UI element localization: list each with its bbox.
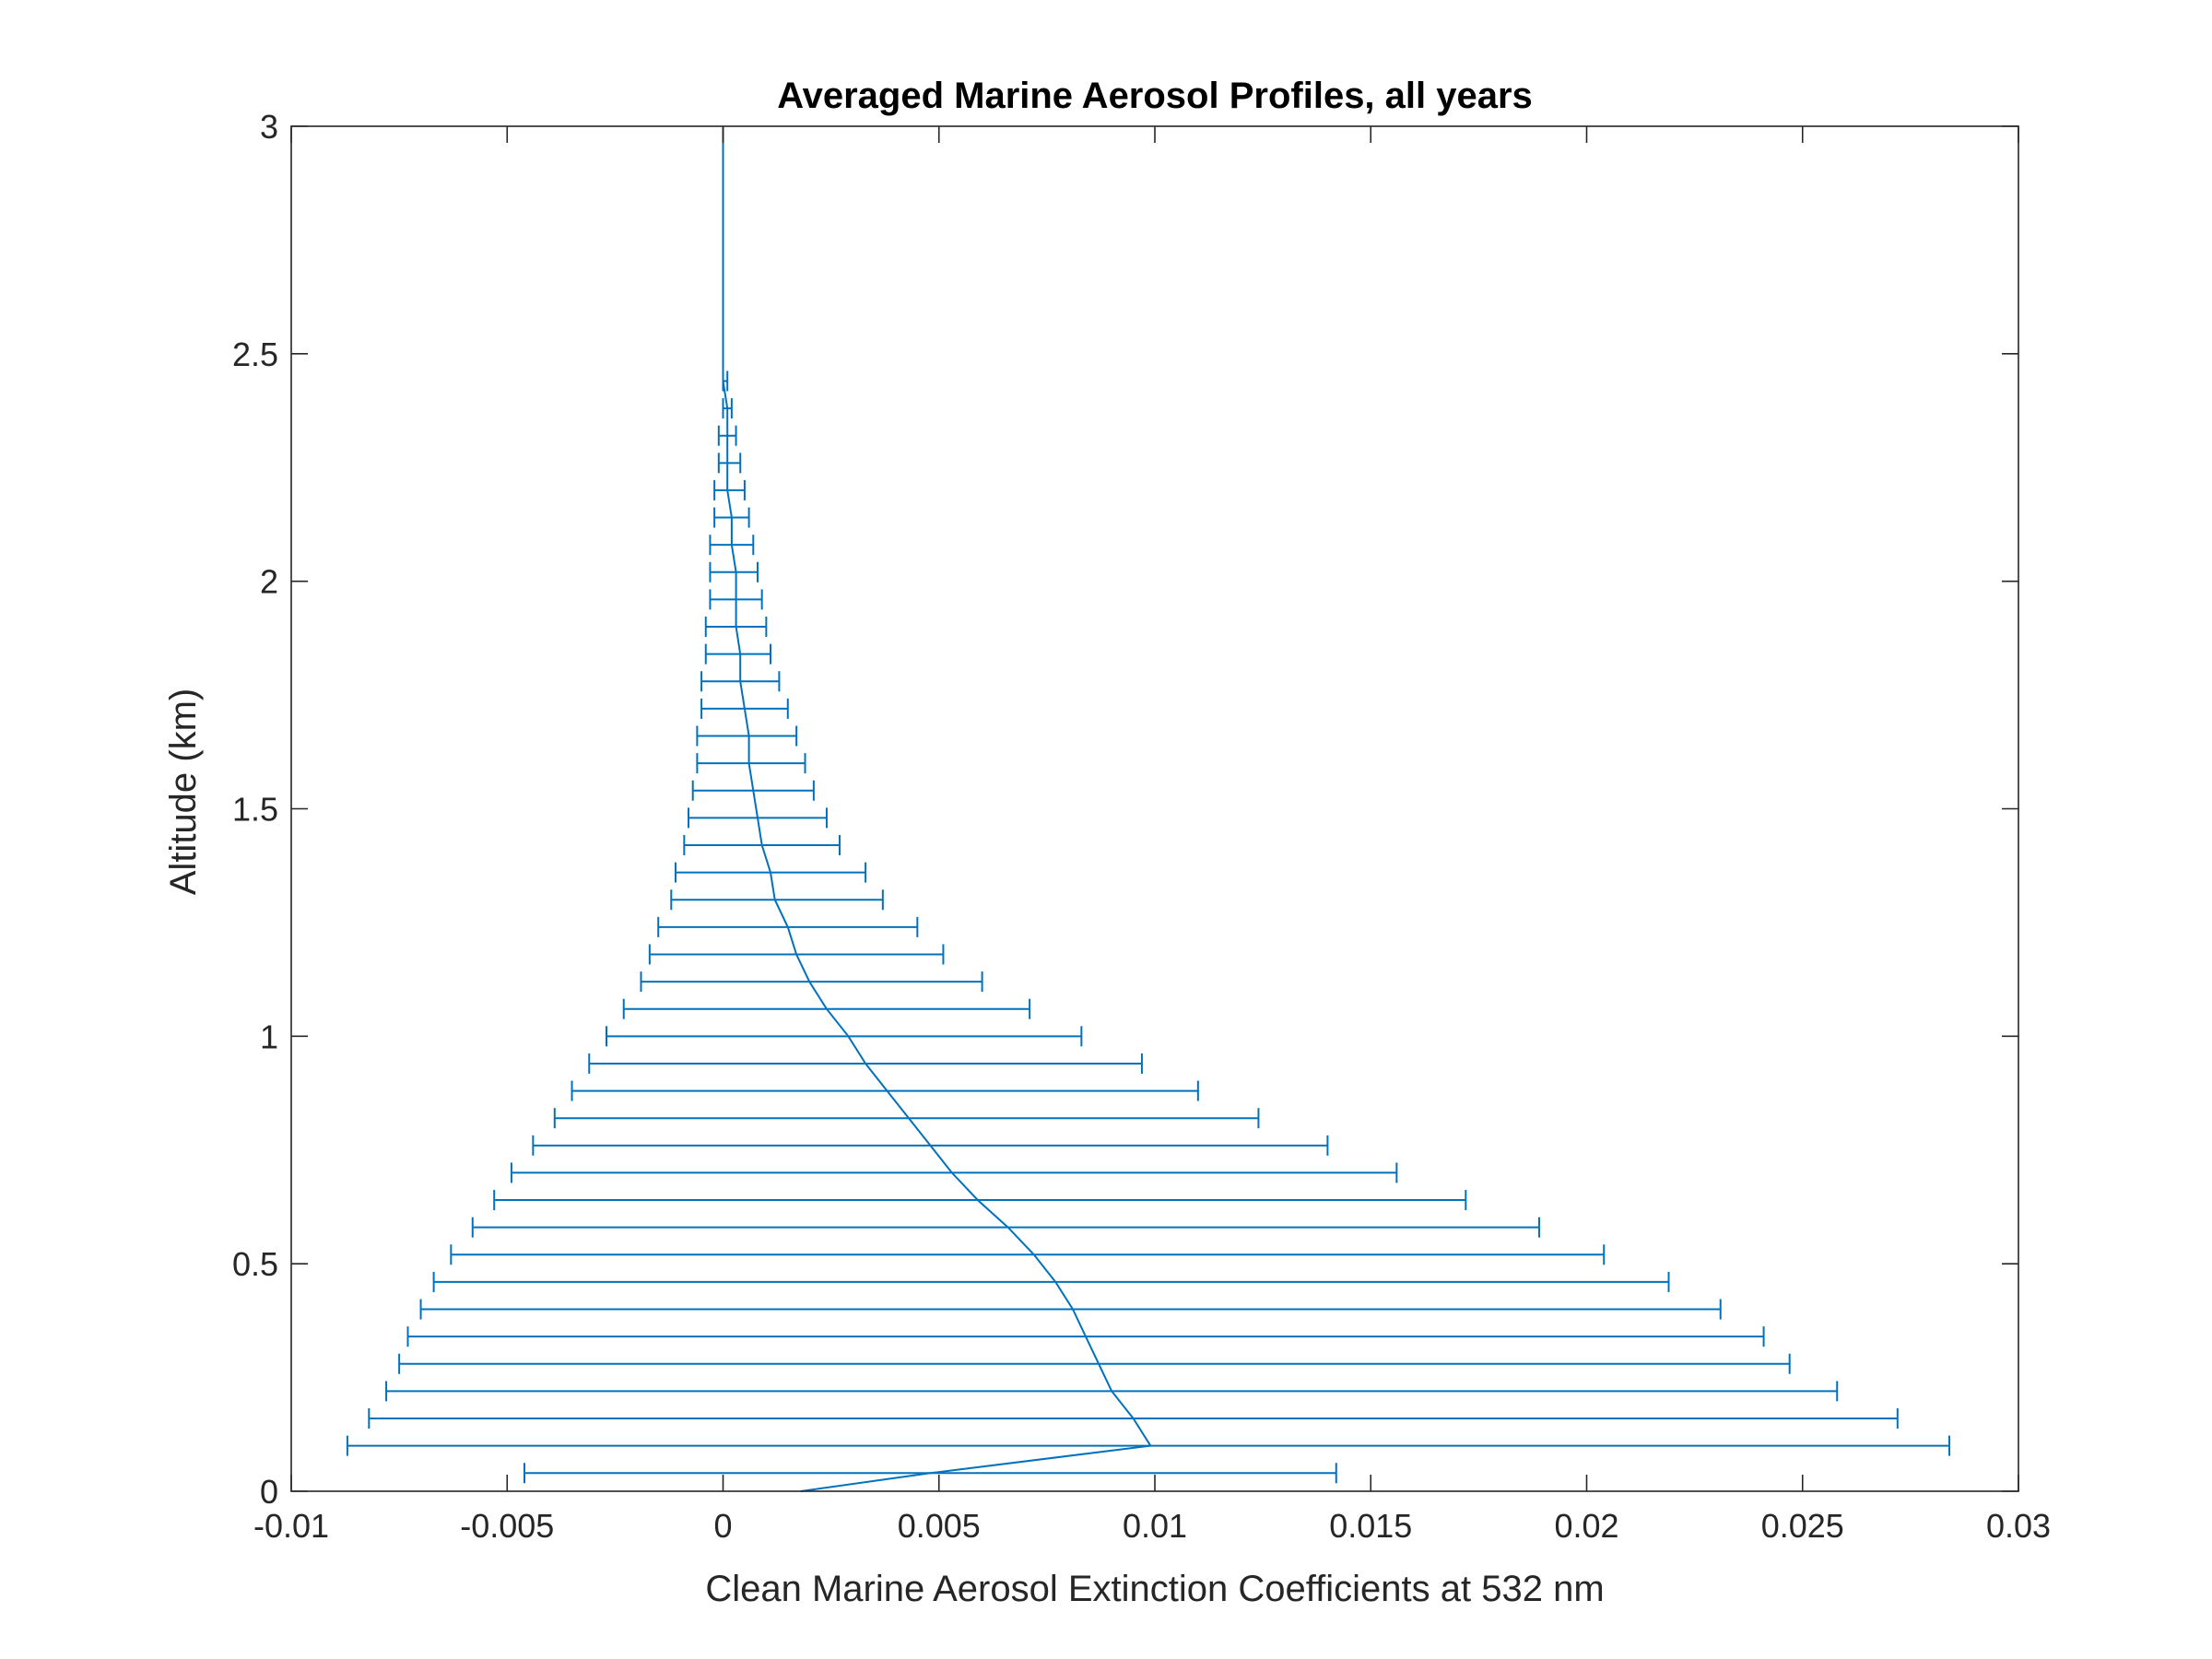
error-bar bbox=[713, 479, 746, 500]
error-bar bbox=[709, 561, 759, 582]
error-bar bbox=[471, 1217, 1540, 1238]
error-bar bbox=[640, 971, 983, 993]
error-bar bbox=[432, 1271, 1670, 1292]
error-bar bbox=[510, 1162, 1398, 1183]
y-tick-label: 2 bbox=[260, 563, 278, 601]
x-tick-label: 0.005 bbox=[898, 1507, 981, 1545]
y-tick-label: 1 bbox=[260, 1018, 278, 1055]
error-bar bbox=[398, 1353, 1791, 1374]
y-axis-label: Altitude (km) bbox=[163, 688, 204, 896]
error-bar bbox=[696, 753, 806, 774]
error-bar bbox=[493, 1190, 1467, 1211]
error-bar bbox=[717, 453, 742, 474]
error-bar bbox=[450, 1244, 1606, 1265]
error-bar bbox=[606, 1026, 1083, 1047]
plot-area bbox=[291, 126, 2018, 1491]
profile-line bbox=[722, 126, 1152, 1492]
chart-title: Averaged Marine Aerosol Profiles, all ye… bbox=[777, 76, 1533, 116]
error-bar bbox=[704, 643, 772, 665]
x-tick-label: 0 bbox=[713, 1507, 732, 1545]
x-tick-label: -0.005 bbox=[460, 1507, 554, 1545]
x-tick-label: 0.01 bbox=[1123, 1507, 1187, 1545]
x-tick-label: 0.015 bbox=[1329, 1507, 1412, 1545]
x-axis-label: Clean Marine Aerosol Extinction Coeffici… bbox=[705, 1569, 1604, 1609]
error-bar bbox=[571, 1080, 1199, 1101]
error-bar bbox=[696, 725, 798, 747]
x-tick-label: 0.03 bbox=[1986, 1507, 2051, 1545]
y-tick-label: 0.5 bbox=[232, 1245, 278, 1283]
x-tick-label: 0.02 bbox=[1554, 1507, 1618, 1545]
y-axis-ticks: 0 0.5 1 1.5 2 2.5 3 bbox=[232, 108, 2018, 1511]
y-tick-label: 1.5 bbox=[232, 791, 278, 829]
y-tick-label: 0 bbox=[260, 1473, 278, 1511]
error-bar bbox=[670, 889, 884, 911]
x-tick-label: -0.01 bbox=[253, 1507, 329, 1545]
y-tick-label: 2.5 bbox=[232, 335, 278, 373]
y-tick-label: 3 bbox=[260, 108, 278, 146]
error-bar bbox=[419, 1299, 1722, 1320]
x-tick-label: 0.025 bbox=[1761, 1507, 1844, 1545]
x-axis-ticks: -0.01 -0.005 0 0.005 0.01 0.015 0.02 0.025 0.03 bbox=[253, 126, 2051, 1545]
error-bar bbox=[553, 1108, 1260, 1129]
